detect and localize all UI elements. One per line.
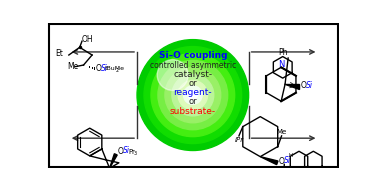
- Text: H: H: [289, 153, 293, 158]
- Text: Pr: Pr: [128, 149, 135, 155]
- Text: catalyst-: catalyst-: [173, 70, 212, 79]
- Circle shape: [188, 91, 198, 100]
- Text: substrate-: substrate-: [170, 107, 216, 116]
- Text: reagent-: reagent-: [173, 88, 212, 97]
- Polygon shape: [110, 154, 117, 168]
- Text: O: O: [95, 64, 101, 73]
- Polygon shape: [285, 84, 299, 89]
- Circle shape: [184, 86, 202, 104]
- Text: Si: Si: [284, 156, 291, 165]
- Text: Me: Me: [67, 62, 78, 71]
- Circle shape: [144, 46, 242, 144]
- Text: tBuMe: tBuMe: [105, 66, 125, 71]
- Text: Si: Si: [101, 64, 107, 73]
- Text: iPr: iPr: [234, 137, 244, 143]
- Text: Si: Si: [306, 81, 313, 90]
- Text: OH: OH: [81, 35, 93, 44]
- Circle shape: [151, 53, 234, 137]
- Text: Si–O coupling: Si–O coupling: [159, 51, 227, 60]
- Circle shape: [137, 40, 248, 150]
- Text: O: O: [279, 157, 285, 166]
- Text: N: N: [278, 60, 284, 69]
- Text: Ph: Ph: [278, 48, 288, 57]
- Circle shape: [165, 67, 221, 123]
- Text: Et: Et: [55, 49, 63, 58]
- Circle shape: [158, 60, 228, 130]
- Text: or: or: [188, 98, 197, 106]
- Circle shape: [172, 74, 214, 116]
- Text: 2: 2: [116, 68, 119, 73]
- Text: Me: Me: [276, 129, 287, 135]
- Polygon shape: [260, 157, 278, 165]
- Text: or: or: [188, 79, 197, 88]
- Text: Si: Si: [123, 146, 130, 155]
- Text: 3: 3: [133, 151, 137, 156]
- Circle shape: [178, 81, 208, 110]
- Text: O: O: [117, 147, 123, 156]
- Circle shape: [157, 60, 188, 91]
- Text: O: O: [300, 81, 307, 90]
- Text: controlled asymmetric: controlled asymmetric: [150, 60, 236, 70]
